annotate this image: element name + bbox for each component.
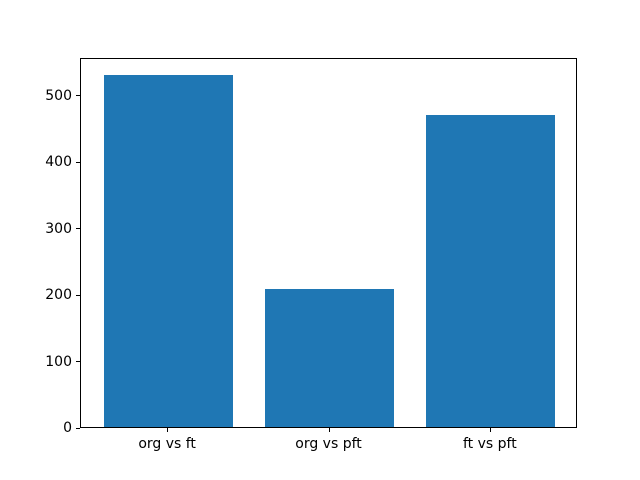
x-tick-label: org vs pft (295, 436, 362, 452)
plot-area (80, 58, 577, 428)
x-tick-label: org vs ft (138, 436, 196, 452)
y-tick-label: 200 (45, 287, 72, 304)
x-tick-mark (167, 428, 169, 432)
y-tick-mark (76, 427, 80, 429)
bar-ft-vs-pft (426, 114, 556, 427)
y-tick-label: 300 (45, 220, 72, 237)
y-tick-label: 0 (63, 420, 72, 436)
y-tick-mark (76, 95, 80, 97)
x-tick-mark (328, 428, 330, 432)
bar-org-vs-ft (103, 74, 233, 427)
y-tick-label: 400 (45, 154, 72, 171)
y-tick-mark (76, 294, 80, 296)
x-tick-label: ft vs pft (463, 436, 517, 452)
x-tick-mark (489, 428, 491, 432)
bar-org-vs-pft (264, 288, 395, 427)
y-tick-label: 100 (45, 353, 72, 370)
y-tick-mark (76, 161, 80, 163)
y-tick-mark (76, 361, 80, 362)
y-tick-mark (76, 228, 80, 230)
y-tick-label: 500 (45, 87, 72, 104)
